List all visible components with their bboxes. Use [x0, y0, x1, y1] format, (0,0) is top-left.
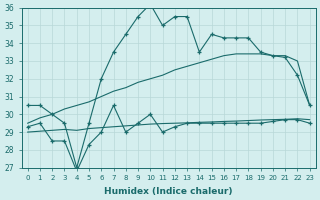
X-axis label: Humidex (Indice chaleur): Humidex (Indice chaleur) — [104, 187, 233, 196]
